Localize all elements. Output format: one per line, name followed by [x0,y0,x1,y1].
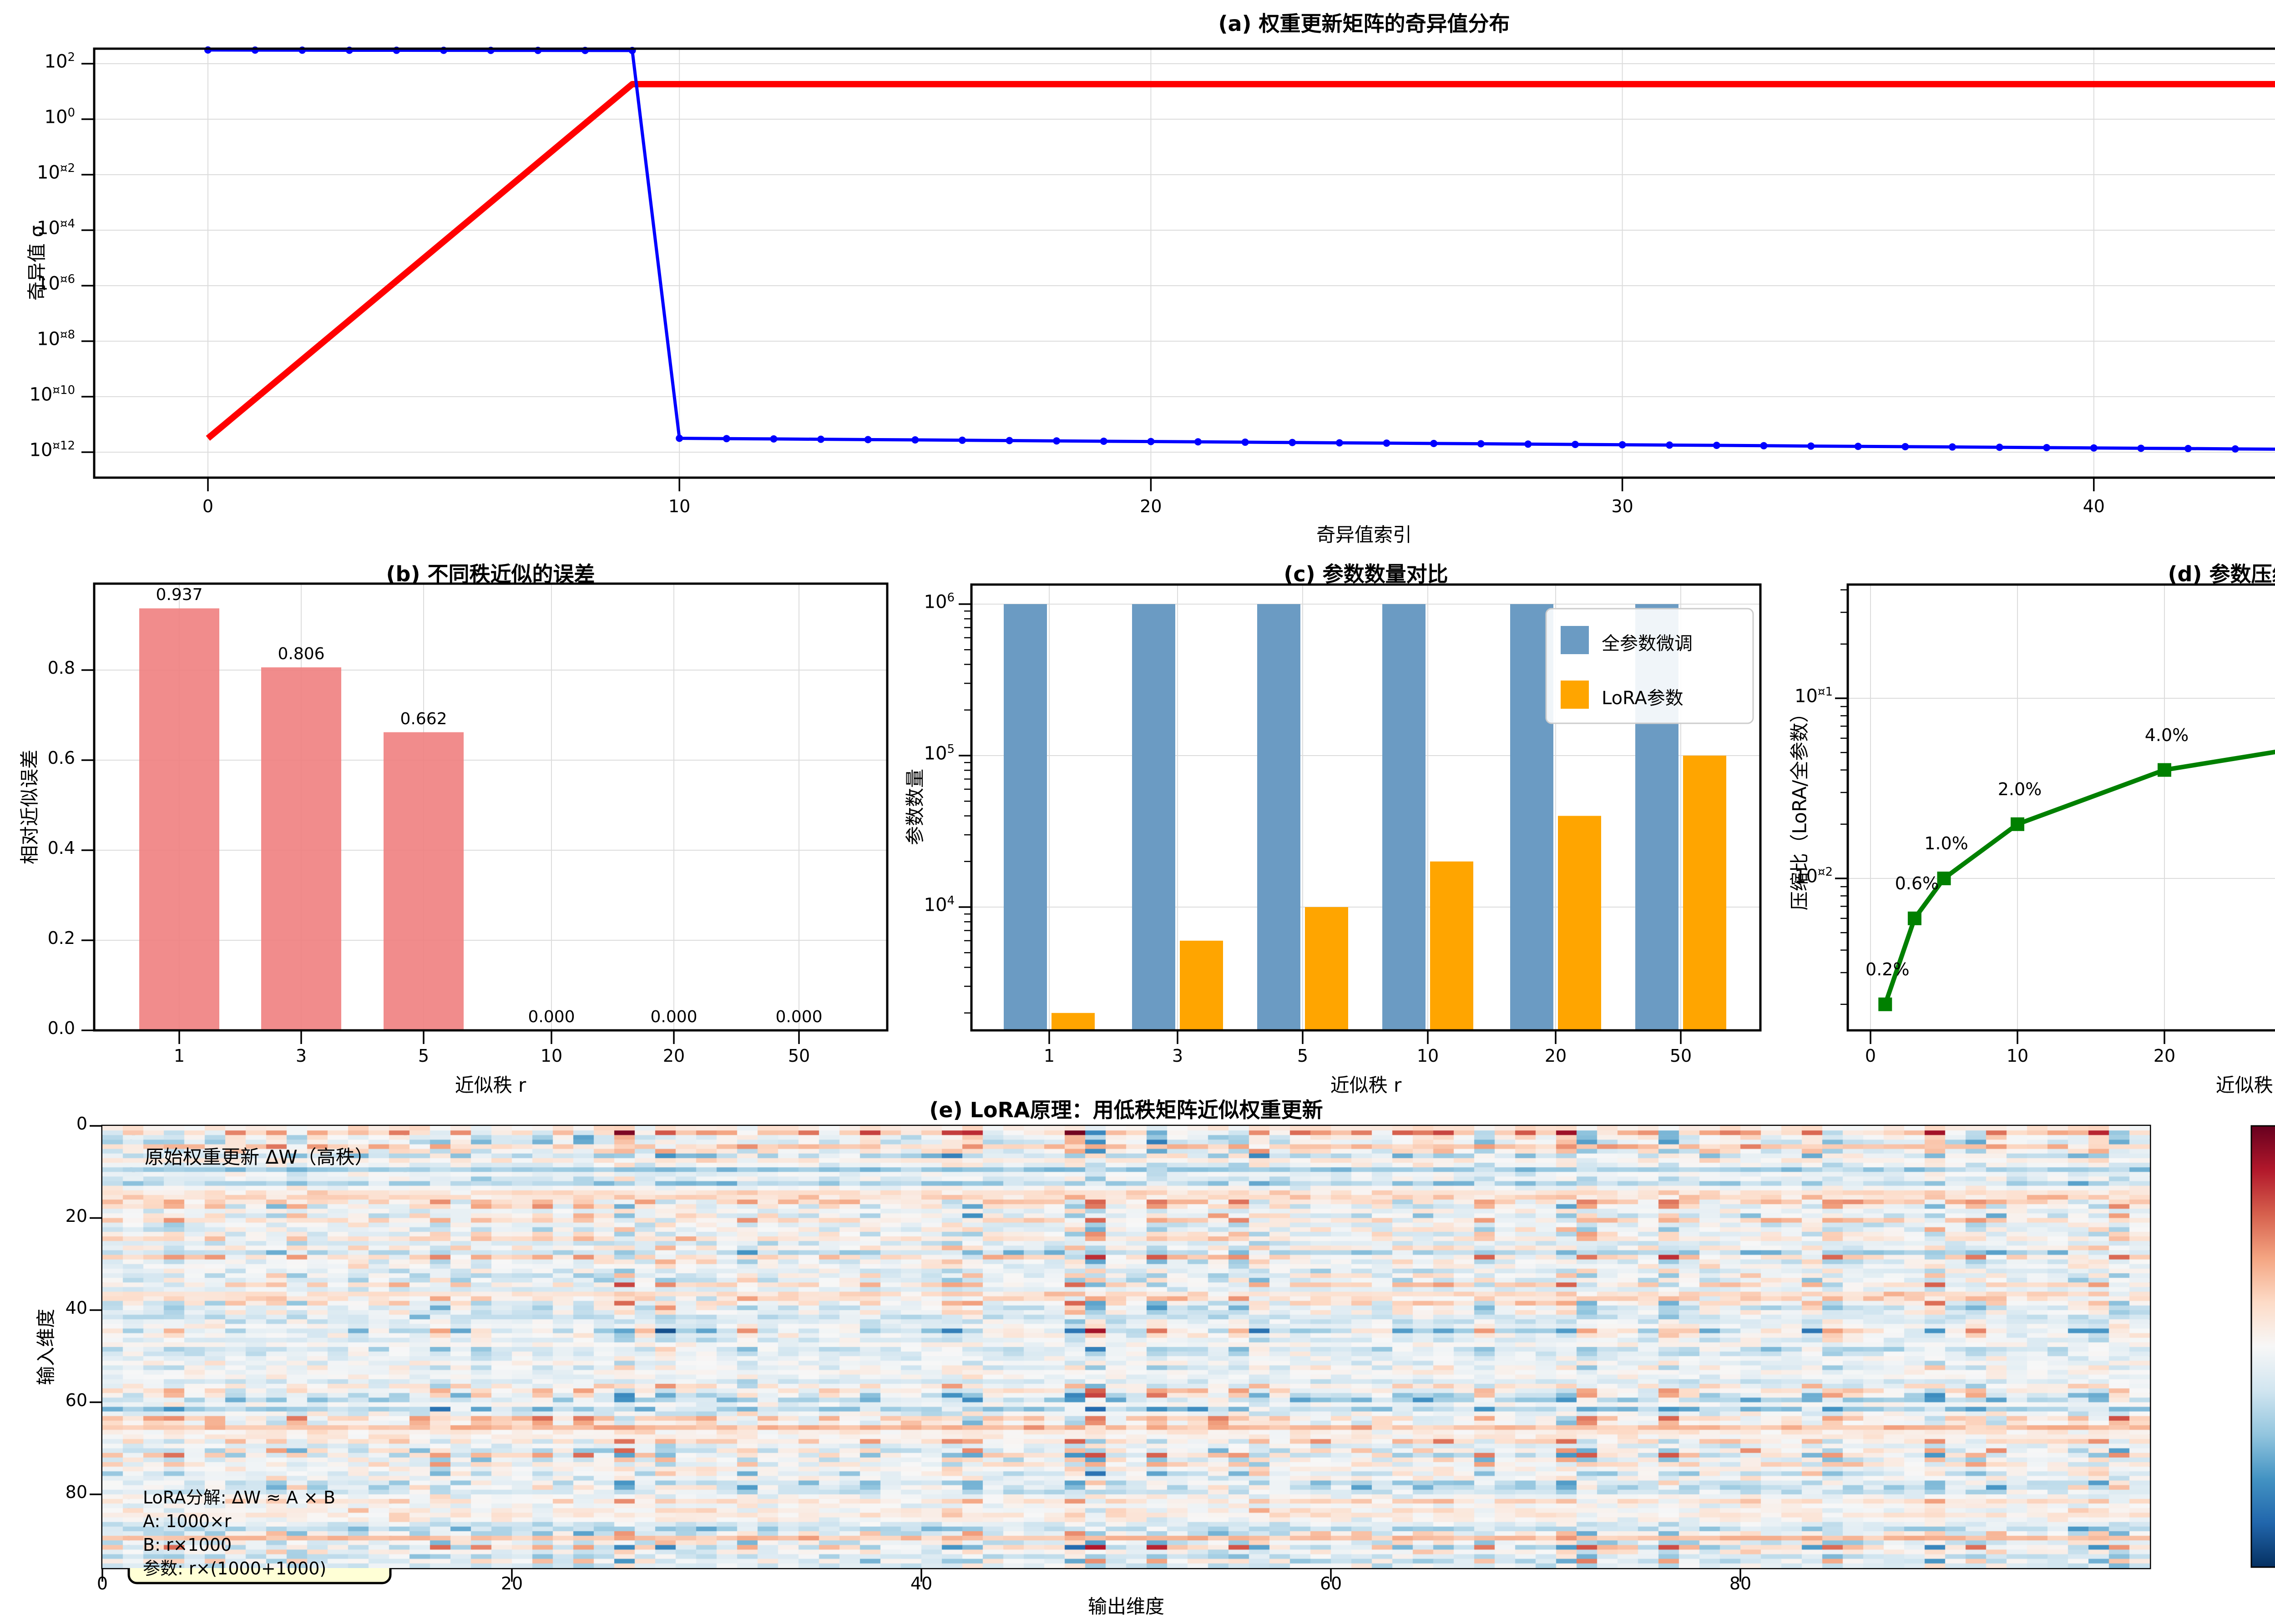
panel-b-xlabel: 近似秩 r [455,1074,526,1096]
tick-label: 60 [1320,1574,1342,1594]
tick-label: 104 [924,894,955,916]
tick-label: 20 [1140,496,1162,516]
tick-label: 0.0 [47,1018,75,1038]
tick-label: 20 [500,1574,523,1594]
annotation-lora-decomposition: LoRA分解: ΔW ≈ A × B A: 1000×r B: r×1000 参… [143,1486,335,1580]
tick-label: 10¤2 [1795,865,1833,887]
bar-value-label: 0.662 [400,709,447,728]
panel-e-title: (e) LoRA原理：用低秩矩阵近似权重更新 [929,1098,1323,1122]
tick-label: 0 [1865,1046,1876,1066]
tick-label: 3 [1172,1046,1183,1066]
panel-a-xlabel: 奇异值索引 [1316,524,1412,546]
tick-label: 10¤10 [29,383,75,405]
tick-label: 20 [65,1205,87,1226]
panel-b [81,582,889,1044]
tick-label: 100 [44,106,75,128]
tick-label: 0.4 [47,838,75,858]
tick-label: 106 [924,591,955,613]
point-value-label: 2.0% [1997,779,2042,799]
tick-label: 40 [910,1574,933,1594]
panel-d [1835,583,2275,1044]
bar-value-label: 0.000 [650,1008,698,1026]
tick-label: 20 [662,1046,685,1066]
legend-c-full-finetune: 全参数微调 [1602,633,1693,654]
bar-value-label: 0.000 [775,1008,823,1026]
tick-label: 10¤6 [37,272,75,294]
panel-e-ylabel: 输入维度 [35,1308,57,1386]
panel-e-xlabel: 输出维度 [1087,1595,1165,1618]
annotation-line-4: 参数: r×(1000+1000) [143,1558,327,1579]
tick-label: 5 [1297,1046,1309,1066]
heatmap-image [102,1126,2150,1568]
panel-c-title: (c) 参数数量对比 [1284,562,1448,586]
tick-label: 10¤12 [29,439,75,461]
tick-label: 0.6 [47,748,75,768]
annotation-original-weight-update: 原始权重更新 ΔW（高秩） [145,1146,374,1168]
panel-b-title: (b) 不同秩近似的误差 [386,562,595,586]
tick-label: 3 [295,1046,307,1066]
annotation-line-1: LoRA分解: ΔW ≈ A × B [143,1488,336,1508]
point-value-label: 0.2% [1866,959,1910,979]
tick-label: 20 [2153,1046,2176,1066]
tick-label: 40 [65,1298,87,1318]
tick-label: 0 [202,496,214,516]
tick-label: 80 [65,1482,87,1502]
tick-label: 10¤2 [37,161,75,183]
tick-label: 10 [540,1046,563,1066]
panel-a [81,46,2275,491]
panel-d-title: (d) 参数压缩比例 [2168,562,2275,586]
tick-label: 0 [96,1574,108,1594]
tick-label: 60 [65,1390,87,1410]
bar-value-label: 0.000 [528,1008,575,1026]
tick-label: 50 [1669,1046,1692,1066]
tick-label: 30 [1611,496,1633,516]
panel-a-title: (a) 权重更新矩阵的奇异值分布 [1218,11,1510,36]
tick-label: 102 [44,50,75,72]
tick-label: 10¤1 [1795,685,1833,707]
annotation-line-2: A: 1000×r [143,1511,232,1531]
point-value-label: 4.0% [2144,725,2189,745]
tick-label: 0 [76,1114,87,1134]
tick-label: 40 [2083,496,2105,516]
point-value-label: 0.6% [1895,873,1939,893]
tick-label: 10 [668,496,691,516]
tick-label: 5 [418,1046,430,1066]
annotation-line-3: B: r×1000 [143,1535,232,1555]
tick-label: 10 [1416,1046,1439,1066]
panel-c-ylabel: 参数数量 [904,768,926,846]
tick-label: 50 [788,1046,810,1066]
tick-label: 1 [1043,1046,1055,1066]
tick-label: 1 [173,1046,185,1066]
point-value-label: 1.0% [1924,833,1968,853]
panel-c [959,583,1762,1044]
tick-label: 0.8 [47,658,75,678]
panel-b-ylabel: 相对近似误差 [18,749,41,865]
tick-label: 10¤8 [37,328,75,350]
bar-value-label: 0.937 [156,585,203,605]
tick-label: 0.2 [47,928,75,948]
tick-label: 10 [2006,1046,2029,1066]
legend-c-lora-params: LoRA参数 [1602,688,1684,709]
tick-label: 80 [1729,1574,1752,1594]
tick-label: 105 [924,742,955,764]
panel-c-xlabel: 近似秩 r [1330,1074,1402,1096]
tick-label: 10¤4 [37,217,75,239]
tick-label: 20 [1544,1046,1567,1066]
panel-d-xlabel: 近似秩 r [2215,1074,2275,1096]
bar-value-label: 0.806 [278,645,325,664]
